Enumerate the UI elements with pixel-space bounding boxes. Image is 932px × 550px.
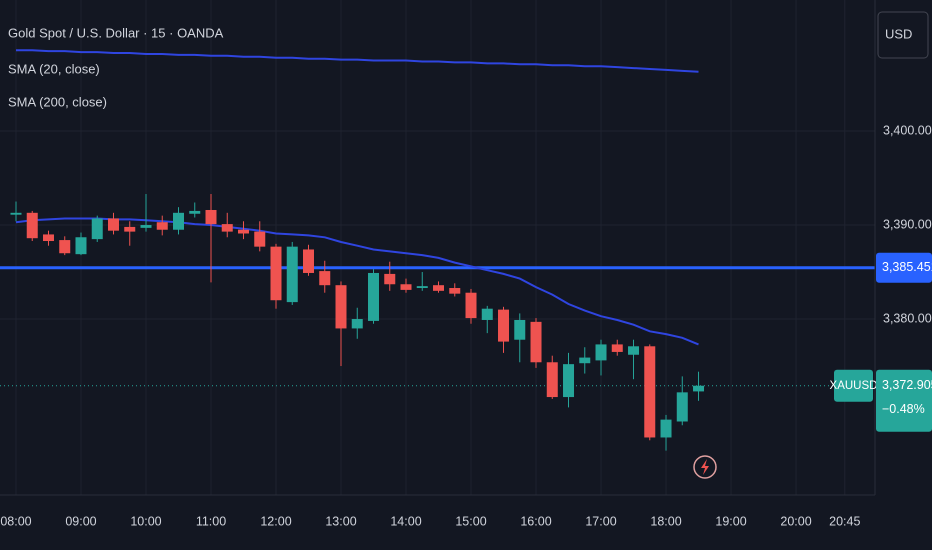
candle-body [140,225,152,228]
x-tick-label: 15:00 [455,514,486,528]
grid [0,0,875,495]
x-tick-label: 20:00 [780,514,811,528]
symbol-tag [834,369,873,402]
y-tick-label: 3,400.000 [883,123,932,137]
candle-body [172,212,184,230]
legend-entry: SMA (200, close) [8,94,107,109]
candle-body [303,249,315,273]
candle-body [189,210,201,214]
x-tick-label: 09:00 [65,514,96,528]
candle-body [26,212,38,239]
candle-body [465,292,477,319]
candle-body [91,218,103,240]
candle-body [368,272,380,321]
candle-body [205,209,217,225]
candle-body [75,237,87,255]
x-tick-label: 19:00 [715,514,746,528]
candle-body [156,222,168,230]
x-tick-label: 10:00 [130,514,161,528]
candle-body [579,357,591,364]
candle-body [693,385,705,392]
symbol-label: XAUUSD [830,380,878,392]
x-tick-label: 16:00 [520,514,551,528]
candle-body [124,226,136,232]
legend-entry: SMA (20, close) [8,61,100,76]
candle-body [59,240,71,254]
horizontal-line-label: 3,385.451 [882,260,932,274]
candle-body [286,246,298,303]
candle-body [107,218,119,231]
candle-body [319,271,331,286]
x-tick-label: 11:00 [196,514,226,528]
candle-body [42,234,54,242]
candle-body [530,321,542,363]
candle-body [335,285,347,329]
candle-body [400,284,412,290]
candle-body [628,346,640,355]
candle-body [10,212,22,215]
horizontal-line-tag [876,252,932,283]
candle-body [433,285,445,291]
x-tick-label: 17:00 [585,514,616,528]
candle-body [270,246,282,301]
x-tick-label: 20:45 [829,514,860,528]
y-tick-label: 3,380.000 [883,311,932,325]
candle-body [611,344,623,352]
candle-body [221,224,233,232]
candle-body [660,419,672,438]
candle-body [351,319,363,329]
candle-body [546,362,558,398]
alert-icon[interactable] [693,455,717,479]
candle-body [644,346,656,438]
plot [0,49,875,451]
candle-body [254,231,266,247]
x-tick-label: 14:00 [390,514,421,528]
candle-body [676,392,688,422]
currency-label[interactable]: USD [885,26,912,41]
candle-body [237,229,249,234]
candle-body [514,319,526,340]
candle-body [449,288,461,294]
last-price-change: −0.48% [882,402,925,416]
y-tick-label: 3,390.000 [883,217,932,231]
candle-body [481,308,493,320]
currency-button[interactable] [877,11,929,59]
candle-body [563,364,575,398]
sma-line [15,217,699,346]
axes: 3,380.000 3,390.000 3,400.000 08:00 09:00 10:… [0,123,932,528]
candle-body [595,344,607,361]
last-price-tag [876,369,932,432]
x-tick-label: 18:00 [650,514,681,528]
x-tick-label: 12:00 [260,514,291,528]
x-tick-label: 13:00 [325,514,356,528]
last-price-label: 3,372.905 [882,378,932,392]
chart-title: Gold Spot / U.S. Dollar · 15 · OANDA [8,25,224,40]
candle-body [498,309,510,342]
candle-body [416,286,428,289]
sma-line [16,49,699,73]
candle-body [384,273,396,285]
x-tick-label: 08:00 [0,514,31,528]
